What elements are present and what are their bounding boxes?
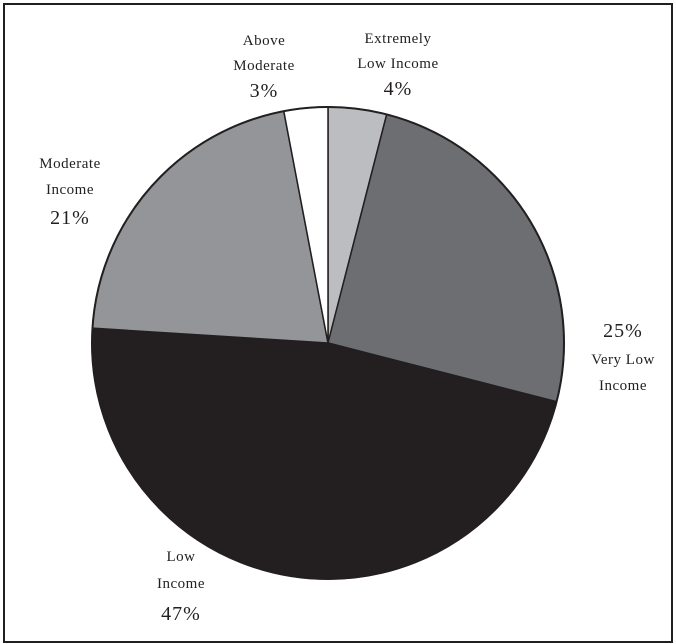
label-very-low-income: 25% Very Low Income [591, 320, 655, 394]
slice-value-label: 47% [161, 603, 201, 625]
slice-name-line: Income [46, 182, 94, 198]
slice-value-label: 25% [603, 320, 643, 342]
slice-value-label: 21% [50, 207, 90, 229]
label-above-moderate: Above Moderate 3% [233, 33, 294, 102]
label-moderate-income: Moderate Income 21% [39, 156, 100, 229]
slice-name-line: Low Income [357, 56, 438, 72]
slice-name-line: Very Low [591, 352, 655, 368]
slice-name-line: Extremely [365, 31, 432, 47]
slice-name-line: Above [243, 33, 286, 49]
slice-name-line: Moderate [39, 156, 100, 172]
label-low-income: Low Income 47% [157, 549, 205, 625]
slice-name-line: Moderate [233, 58, 294, 74]
slice-name-line: Low [167, 549, 196, 565]
slice-name-line: Income [599, 378, 647, 394]
label-extremely-low-income: Extremely Low Income 4% [357, 31, 438, 100]
slice-name-line: Income [157, 576, 205, 592]
slice-value-label: 3% [250, 80, 279, 102]
slice-value-label: 4% [384, 78, 413, 100]
pie-outline [91, 106, 565, 580]
pie-slices [91, 106, 565, 580]
